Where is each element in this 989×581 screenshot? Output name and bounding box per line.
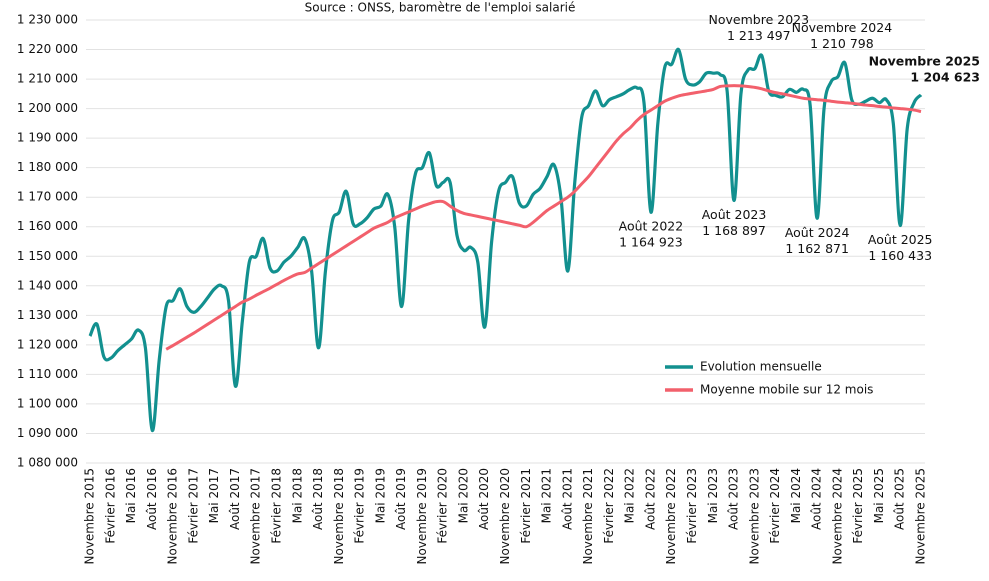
annotation-value: 1 210 798 <box>810 36 874 51</box>
y-tick-label: 1 140 000 <box>17 278 78 292</box>
x-tick-label: Novembre 2022 <box>664 468 678 565</box>
annotation-value: 1 160 433 <box>868 248 932 263</box>
y-tick-label: 1 110 000 <box>17 367 78 381</box>
x-tick-label: Août 2022 <box>643 468 657 530</box>
x-tick-label: Mai 2017 <box>207 468 221 523</box>
series-line <box>165 84 922 351</box>
x-tick-label: Novembre 2017 <box>249 468 263 565</box>
y-tick-label: 1 210 000 <box>17 72 78 86</box>
annotation-value: 1 204 623 <box>910 69 980 84</box>
x-tick-label: Mai 2021 <box>540 468 554 523</box>
x-tick-label: Novembre 2021 <box>581 468 595 565</box>
x-tick-label: Novembre 2015 <box>83 468 97 565</box>
x-tick-label: Février 2019 <box>353 468 367 544</box>
chart-subtitle: Source : ONSS, baromètre de l'emploi sal… <box>305 1 576 15</box>
annotation-date: Août 2025 <box>868 232 933 247</box>
x-tick-label: Août 2017 <box>228 468 242 530</box>
annotation-date: Novembre 2024 <box>792 20 893 35</box>
x-tick-label: Février 2021 <box>519 468 533 544</box>
annotation-date: Août 2024 <box>785 225 850 240</box>
annotation-value: 1 164 923 <box>619 235 683 250</box>
x-tick-label: Février 2020 <box>436 468 450 544</box>
x-tick-label: Mai 2016 <box>124 468 138 523</box>
legend-label: Evolution mensuelle <box>700 360 822 374</box>
y-tick-label: 1 150 000 <box>17 249 78 263</box>
x-tick-label: Février 2022 <box>602 468 616 544</box>
x-tick-label: Août 2020 <box>477 468 491 530</box>
x-tick-label: Novembre 2020 <box>498 468 512 565</box>
y-tick-label: 1 200 000 <box>17 101 78 115</box>
x-tick-label: Août 2024 <box>810 468 824 530</box>
annotation-date: Novembre 2023 <box>709 12 810 27</box>
annotation-value: 1 168 897 <box>702 223 766 238</box>
x-tick-label: Août 2018 <box>311 468 325 530</box>
y-tick-label: 1 230 000 <box>17 13 78 27</box>
x-tick-label: Novembre 2025 <box>914 468 928 565</box>
y-tick-label: 1 130 000 <box>17 308 78 322</box>
x-tick-label: Mai 2022 <box>623 468 637 523</box>
annotation-date: Août 2022 <box>619 219 684 234</box>
x-tick-label: Février 2024 <box>768 468 782 544</box>
y-tick-label: 1 160 000 <box>17 219 78 233</box>
y-tick-label: 1 090 000 <box>17 426 78 440</box>
y-tick-label: 1 190 000 <box>17 131 78 145</box>
y-tick-label: 1 120 000 <box>17 337 78 351</box>
y-tick-label: 1 100 000 <box>17 396 78 410</box>
x-tick-label: Août 2023 <box>727 468 741 530</box>
x-tick-label: Novembre 2024 <box>830 468 844 565</box>
x-tick-label: Août 2025 <box>893 468 907 530</box>
x-tick-label: Mai 2020 <box>456 468 470 523</box>
annotation-date: Août 2023 <box>702 207 767 222</box>
x-tick-label: Mai 2019 <box>373 468 387 523</box>
y-tick-label: 1 180 000 <box>17 160 78 174</box>
x-tick-label: Mai 2024 <box>789 468 803 523</box>
legend-label: Moyenne mobile sur 12 mois <box>700 383 873 397</box>
x-tick-label: Février 2016 <box>103 468 117 544</box>
annotation-value: 1 213 497 <box>727 28 791 43</box>
x-tick-label: Février 2025 <box>851 468 865 544</box>
x-tick-label: Août 2019 <box>394 468 408 530</box>
x-tick-label: Novembre 2018 <box>332 468 346 565</box>
x-tick-label: Novembre 2016 <box>166 468 180 565</box>
x-tick-label: Février 2017 <box>186 468 200 544</box>
x-tick-label: Août 2016 <box>145 468 159 530</box>
y-tick-label: 1 170 000 <box>17 190 78 204</box>
x-tick-label: Février 2018 <box>269 468 283 544</box>
annotation-value: 1 162 871 <box>785 241 849 256</box>
y-tick-label: 1 080 000 <box>17 456 78 470</box>
y-tick-label: 1 220 000 <box>17 42 78 56</box>
x-tick-label: Mai 2025 <box>872 468 886 523</box>
x-tick-label: Août 2021 <box>560 468 574 530</box>
x-tick-label: Mai 2018 <box>290 468 304 523</box>
x-tick-label: Février 2023 <box>685 468 699 544</box>
x-tick-label: Novembre 2019 <box>415 468 429 565</box>
annotation-date: Novembre 2025 <box>869 53 980 68</box>
x-tick-label: Mai 2023 <box>706 468 720 523</box>
x-tick-label: Novembre 2023 <box>747 468 761 565</box>
